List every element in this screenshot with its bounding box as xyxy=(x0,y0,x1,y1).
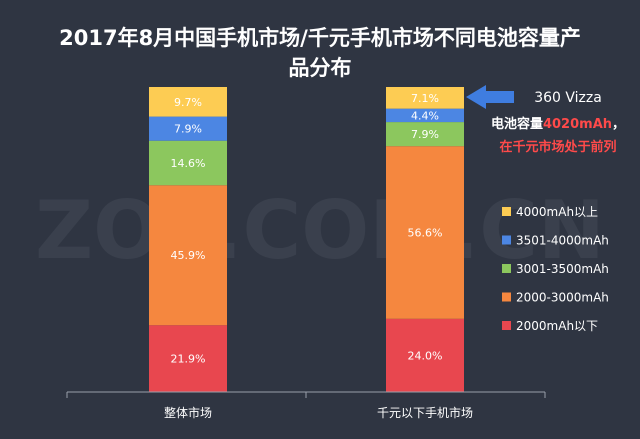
callout-arrow-icon xyxy=(466,85,514,109)
arrow-shape xyxy=(466,85,514,109)
legend-label: 4000mAh以上 xyxy=(516,205,598,219)
chart-title-line2: 品分布 xyxy=(288,56,352,80)
bar-segment xyxy=(386,318,464,392)
data-label: 56.6% xyxy=(408,226,443,239)
data-label: 7.9% xyxy=(411,128,439,141)
callout-capacity-suffix: ， xyxy=(612,117,626,132)
callout-rank: 在千元市场处于前列 xyxy=(499,140,617,155)
bar-segment xyxy=(149,87,227,117)
bar-segment xyxy=(386,87,464,109)
legend-swatch xyxy=(502,207,511,216)
data-label: 7.9% xyxy=(174,123,202,136)
data-label: 21.9% xyxy=(171,353,206,366)
legend-label: 3501-4000mAh xyxy=(516,234,609,248)
legend-swatch xyxy=(502,292,511,302)
legend-swatch xyxy=(502,321,511,330)
legend: 4000mAh以上 3501-4000mAh 3001-3500mAh 2000-30… xyxy=(502,205,609,333)
callout-capacity-value: 4020mAh xyxy=(542,117,613,132)
legend-swatch xyxy=(502,264,511,273)
callout-capacity-prefix: 电池容量 xyxy=(490,117,543,132)
callout-model: 360 Vizza xyxy=(534,90,602,106)
bar-segment xyxy=(149,325,227,392)
bar-segment xyxy=(149,185,227,326)
legend-label: 3001-3500mAh xyxy=(516,262,609,276)
data-label: 14.6% xyxy=(171,157,206,170)
bar-segment xyxy=(386,122,464,147)
bar-segment xyxy=(149,116,227,141)
bar-segment xyxy=(386,108,464,123)
data-label: 24.0% xyxy=(408,349,443,362)
legend-label: 2000-3000mAh xyxy=(516,291,609,305)
watermark: ZOL.COM.CN xyxy=(35,184,605,277)
data-label: 9.7% xyxy=(174,96,202,109)
bar-segment xyxy=(386,146,464,319)
callout-capacity: 电池容量4020mAh， xyxy=(478,113,638,132)
legend-label: 2000mAh以下 xyxy=(516,319,598,333)
bars-group: 21.9% 45.9% 14.6% 7.9% 9.7% 24.0% 56.6% 7.9% 4.4… xyxy=(149,87,464,392)
legend-swatch xyxy=(502,235,511,245)
x-axis: 整体市场 千元以下手机市场 xyxy=(66,391,546,420)
data-label: 45.9% xyxy=(171,249,206,262)
category-label: 千元以下手机市场 xyxy=(377,405,473,420)
data-label: 7.1% xyxy=(411,92,439,105)
category-label: 整体市场 xyxy=(164,405,212,420)
chart-title-line1: 2017年8月中国手机市场/千元手机市场不同电池容量产 xyxy=(59,26,581,50)
data-label: 4.4% xyxy=(411,109,439,122)
bar-segment xyxy=(149,140,227,186)
